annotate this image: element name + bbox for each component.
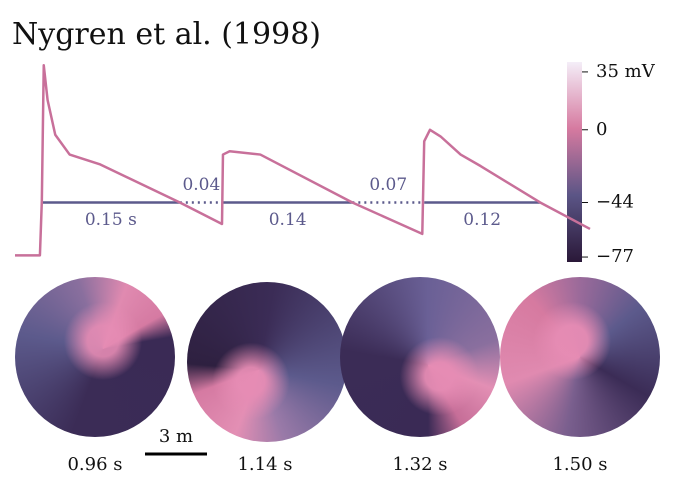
snapshot-label: 1.14 s <box>237 454 292 475</box>
colorbar <box>567 62 582 262</box>
y-tick-label: 35 mV <box>596 61 656 82</box>
interval-label: 0.14 <box>269 210 307 230</box>
y-tick-label: −44 <box>596 191 634 212</box>
snapshot-image <box>340 277 500 437</box>
interval-label: 0.07 <box>369 175 407 195</box>
scale-bar-label: 3 m <box>159 426 193 447</box>
snapshot-label: 1.50 s <box>552 454 607 475</box>
interval-label: 0.04 <box>182 175 220 195</box>
voltage-trace <box>15 64 591 257</box>
snapshot-image <box>500 277 660 437</box>
snapshot-image <box>15 277 175 437</box>
snapshot-image <box>187 282 347 442</box>
snapshot-label: 1.32 s <box>392 454 447 475</box>
chart-title: Nygren et al. (1998) <box>12 17 321 52</box>
y-tick-label: 0 <box>596 119 607 140</box>
interval-label: 0.12 <box>463 210 501 230</box>
interval-label: 0.15 s <box>85 210 137 230</box>
y-tick-label: −77 <box>596 246 634 267</box>
snapshot-label: 0.96 s <box>67 454 122 475</box>
